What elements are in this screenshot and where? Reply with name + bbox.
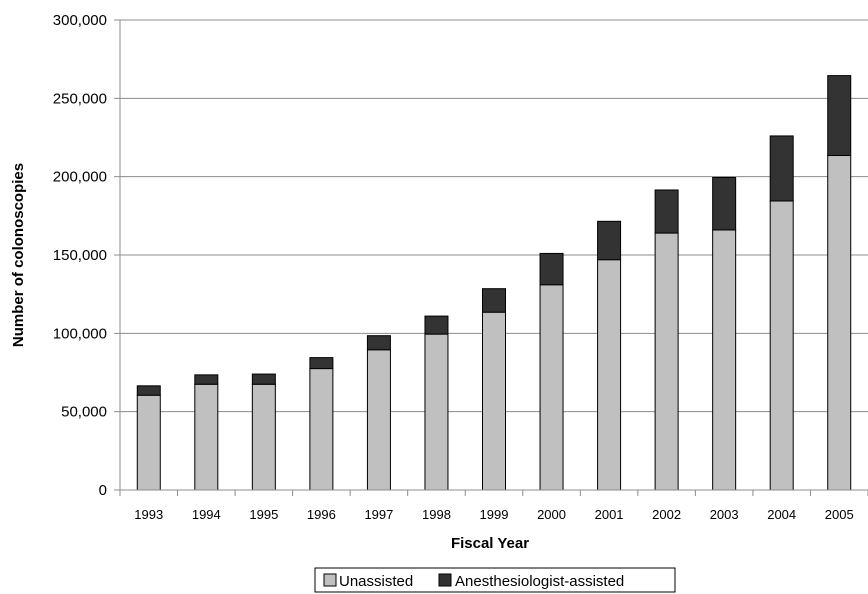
x-tick-label: 2003 <box>710 507 739 522</box>
bar-unassisted <box>769 200 794 491</box>
gridlines <box>120 19 868 413</box>
x-tick-label: 1996 <box>307 507 336 522</box>
bar-anesthesiologist-assisted <box>827 75 852 157</box>
legend-label-anesthesiologist-assisted: Anesthesiologist-assisted <box>455 573 624 590</box>
bar-unassisted <box>597 259 622 491</box>
x-tick-label: 1997 <box>364 507 393 522</box>
x-tick-label: 1993 <box>134 507 163 522</box>
bar-unassisted <box>366 349 391 491</box>
y-tick-label: 150,000 <box>53 247 107 264</box>
bar-unassisted <box>194 383 219 491</box>
x-tick-label: 1999 <box>480 507 509 522</box>
y-tick-label: 200,000 <box>53 169 107 186</box>
legend-swatch-unassisted <box>323 573 337 587</box>
x-tick-label: 1995 <box>249 507 278 522</box>
bar-unassisted <box>309 368 334 491</box>
y-axis-title: Number of colonoscopies <box>10 163 27 347</box>
bar-anesthesiologist-assisted <box>769 135 794 202</box>
bars <box>136 75 852 491</box>
y-axis-ticks: 0 50,000 100,000 150,000 200,000 250,000 300,0… <box>53 12 120 499</box>
bar-anesthesiologist-assisted <box>482 288 506 313</box>
bar-unassisted <box>712 229 737 491</box>
y-tick-label: 300,000 <box>53 12 107 29</box>
bar-anesthesiologist-assisted <box>366 335 391 351</box>
bar-unassisted <box>136 394 161 491</box>
bar-unassisted <box>654 232 679 491</box>
x-tick-label: 2005 <box>825 507 854 522</box>
bar-anesthesiologist-assisted <box>654 189 679 234</box>
bar-anesthesiologist-assisted <box>597 220 622 261</box>
bar-anesthesiologist-assisted <box>251 373 276 385</box>
bar-anesthesiologist-assisted <box>712 176 737 231</box>
bar-anesthesiologist-assisted <box>194 374 219 385</box>
legend: Unassisted Anesthesiologist-assisted <box>314 567 676 593</box>
x-tick-label: 1998 <box>422 507 451 522</box>
y-tick-label: 100,000 <box>53 325 107 342</box>
bar-unassisted <box>251 383 276 491</box>
x-axis-ticks: 1993 1994 1995 1996 1997 1998 1999 2000 2001 2002… <box>119 490 868 522</box>
bar-anesthesiologist-assisted <box>539 252 564 286</box>
legend-swatch-anesthesiologist-assisted <box>438 573 452 587</box>
bar-unassisted <box>539 284 564 491</box>
bar-anesthesiologist-assisted <box>424 315 449 335</box>
legend-label-unassisted: Unassisted <box>339 573 413 590</box>
legend-box <box>314 567 676 593</box>
x-tick-label: 1994 <box>192 507 221 522</box>
y-tick-label: 0 <box>99 482 107 499</box>
bar-unassisted <box>424 333 449 491</box>
bar-anesthesiologist-assisted <box>309 357 334 370</box>
y-tick-label: 250,000 <box>53 90 107 107</box>
x-tick-label: 2000 <box>537 507 566 522</box>
x-axis-title: Fiscal Year <box>451 535 529 552</box>
x-tick-label: 2004 <box>767 507 796 522</box>
bar-unassisted <box>827 155 852 491</box>
x-tick-label: 2002 <box>652 507 681 522</box>
bar-unassisted <box>482 311 506 491</box>
bar-anesthesiologist-assisted <box>136 385 161 396</box>
y-tick-label: 50,000 <box>61 404 107 421</box>
x-tick-label: 2001 <box>595 507 624 522</box>
